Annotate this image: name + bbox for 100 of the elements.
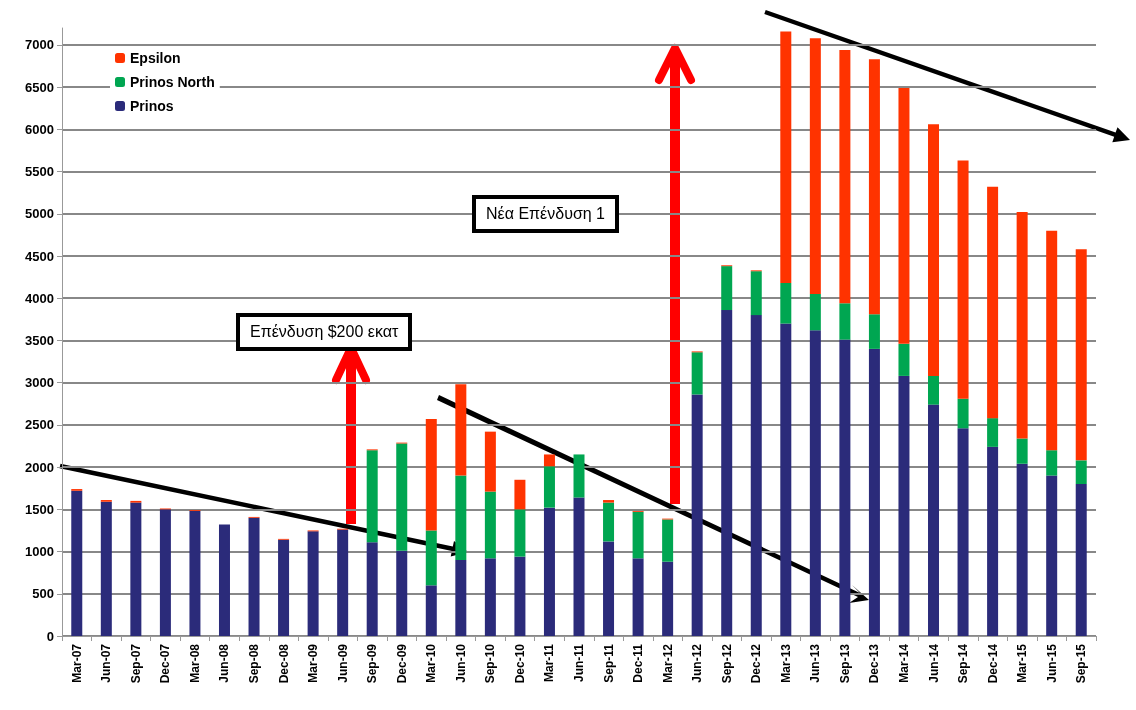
bar	[603, 502, 615, 542]
bar	[632, 558, 644, 636]
bar	[396, 550, 408, 636]
bar	[396, 443, 408, 551]
bar	[987, 418, 999, 447]
bar	[71, 490, 83, 636]
bar	[662, 519, 674, 562]
bar	[957, 160, 969, 399]
bar	[1046, 230, 1058, 451]
bar	[1016, 438, 1028, 464]
bar	[455, 560, 467, 636]
bar	[691, 394, 703, 636]
bar	[573, 497, 585, 636]
x-tick-label: Sep-10	[483, 643, 498, 684]
x-tick-label: Mar-09	[306, 643, 321, 683]
x-tick-label: Sep-11	[601, 643, 616, 683]
y-tick-label: 6500	[25, 79, 54, 95]
y-tick-label: 500	[32, 586, 54, 602]
bar	[1016, 463, 1028, 636]
annotation: Επένδυση $200 εκατ	[236, 313, 413, 351]
bar	[957, 428, 969, 636]
x-tick-label: Dec-11	[631, 643, 646, 683]
x-tick-label: Mar-12	[660, 643, 675, 683]
x-tick-label: Sep-15	[1074, 643, 1089, 684]
x-tick-label: Dec-14	[985, 643, 1000, 684]
x-tick-label: Sep-07	[128, 643, 143, 684]
y-tick-label: 7000	[25, 37, 54, 53]
bar	[484, 431, 496, 492]
bar	[366, 542, 378, 636]
bar	[543, 454, 555, 467]
bar	[100, 501, 112, 636]
bar	[809, 294, 821, 331]
bar	[987, 186, 999, 419]
bar	[425, 418, 437, 531]
x-tick-label: Mar-14	[896, 643, 911, 683]
x-tick-label: Jun-13	[808, 643, 823, 683]
bar	[839, 339, 851, 636]
y-tick-label: 1000	[25, 544, 54, 560]
bar	[780, 323, 792, 636]
bar	[248, 517, 260, 636]
x-tick-label: Mar-15	[1015, 643, 1030, 683]
bar	[1075, 460, 1087, 484]
bar	[662, 561, 674, 636]
x-tick-label: Dec-12	[749, 643, 764, 684]
bar	[750, 271, 762, 316]
bar	[632, 511, 644, 559]
bar	[218, 524, 230, 636]
bar	[1075, 249, 1087, 461]
bar	[1046, 450, 1058, 476]
bar	[484, 491, 496, 559]
x-tick-label: Dec-10	[512, 643, 527, 684]
bar	[928, 375, 940, 405]
x-tick-label: Mar-11	[542, 643, 557, 683]
y-tick-label: 3000	[25, 375, 54, 391]
bar	[455, 384, 467, 476]
bar	[839, 303, 851, 340]
x-tick-label: Jun-14	[926, 643, 941, 683]
bar	[1016, 212, 1028, 439]
y-tick-label: 4500	[25, 248, 54, 264]
y-tick-label: 2000	[25, 459, 54, 475]
bar	[750, 315, 762, 636]
bar	[868, 348, 880, 636]
x-tick-label: Jun-15	[1044, 643, 1059, 683]
x-tick-label: Mar-08	[187, 643, 202, 683]
bar	[130, 502, 142, 636]
x-tick-label: Jun-12	[690, 643, 705, 683]
bar	[780, 31, 792, 284]
bar	[809, 38, 821, 294]
y-tick-label: 5000	[25, 206, 54, 222]
bar	[898, 343, 910, 376]
x-tick-label: Mar-13	[778, 643, 793, 683]
bar	[603, 541, 615, 636]
x-tick-label: Jun-08	[217, 643, 232, 683]
x-tick-label: Jun-09	[335, 643, 350, 683]
x-tick-label: Sep-13	[837, 643, 852, 684]
bar	[337, 529, 349, 636]
bar	[987, 446, 999, 636]
x-tick-label: Sep-14	[956, 643, 971, 684]
bar	[957, 398, 969, 429]
bar	[1075, 484, 1087, 636]
bar	[603, 500, 615, 503]
x-tick-label: Mar-10	[424, 643, 439, 683]
bar	[573, 454, 585, 498]
y-tick-label: 5500	[25, 164, 54, 180]
x-tick-label: Jun-07	[99, 643, 114, 683]
bar	[809, 330, 821, 636]
x-tick-label: Dec-13	[867, 643, 882, 684]
x-tick-label: Mar-07	[69, 643, 84, 683]
bar	[514, 509, 526, 557]
bar	[159, 509, 171, 636]
bar	[721, 310, 733, 636]
bar	[425, 530, 437, 586]
annotation: Νέα Επένδυση 1	[472, 195, 619, 233]
y-tick-label: 3500	[25, 332, 54, 348]
bar	[514, 556, 526, 636]
x-tick-label: Sep-12	[719, 643, 734, 684]
y-tick-label: 2500	[25, 417, 54, 433]
bar	[1046, 475, 1058, 636]
bar	[928, 404, 940, 636]
bar	[928, 124, 940, 376]
